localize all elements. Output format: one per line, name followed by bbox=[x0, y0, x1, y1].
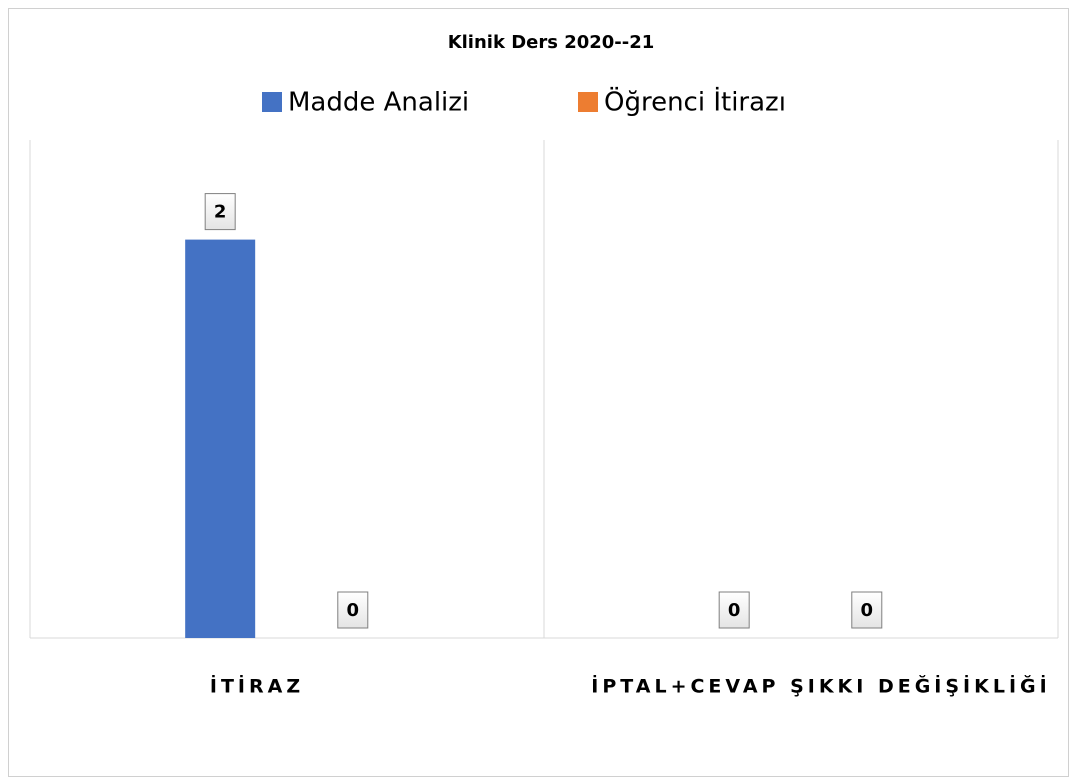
legend-swatch bbox=[262, 92, 282, 112]
data-label-box bbox=[851, 591, 883, 629]
data-label: 0 bbox=[728, 600, 741, 621]
data-label-box bbox=[204, 193, 236, 231]
bar bbox=[185, 239, 256, 638]
legend-label: Öğrenci İtirazı bbox=[604, 86, 786, 118]
x-tick-label: İTİRAZ bbox=[210, 674, 304, 698]
data-label-box bbox=[718, 591, 750, 629]
data-label: 0 bbox=[347, 600, 360, 621]
legend-swatch bbox=[578, 92, 598, 112]
data-label-box bbox=[337, 591, 369, 629]
data-label: 0 bbox=[861, 600, 874, 621]
chart-frame bbox=[8, 8, 1069, 777]
x-tick-label: İPTAL+CEVAP ŞIKKI DEĞİŞİKLİĞİ bbox=[591, 674, 1050, 698]
legend-label: Madde Analizi bbox=[288, 88, 469, 118]
data-label: 2 bbox=[214, 202, 227, 223]
chart-title: Klinik Ders 2020--21 bbox=[448, 32, 655, 53]
